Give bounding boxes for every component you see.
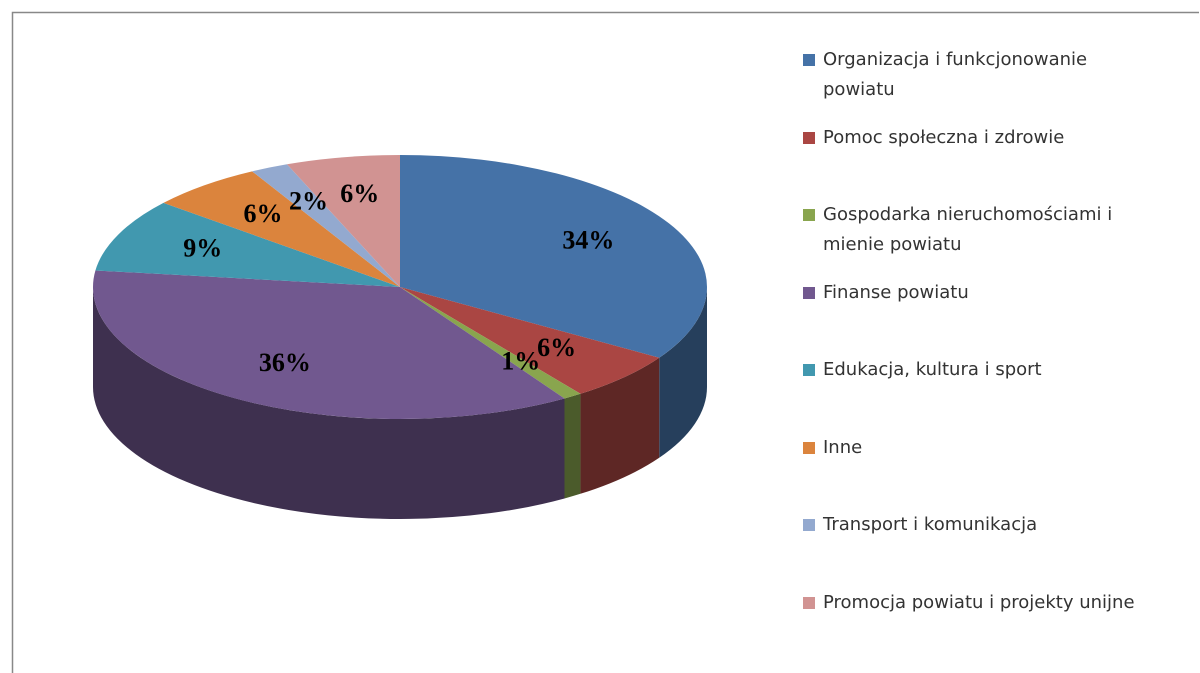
slice <box>163 171 400 287</box>
legend-label: Gospodarka nieruchomościami i mienie pow… <box>823 204 1113 255</box>
legend-label: Finanse powiatu <box>823 281 969 303</box>
slice-side <box>659 287 707 458</box>
slice <box>252 164 400 287</box>
data-label: 6% <box>340 179 379 208</box>
data-label: 2% <box>289 186 328 215</box>
legend-item: Pomoc społeczna i zdrowie <box>803 123 1193 153</box>
legend-swatch <box>803 286 815 299</box>
slice <box>92 270 565 420</box>
legend-item: Transport i komunikacja <box>803 510 1193 540</box>
slice-side <box>564 393 581 499</box>
legend-item: Inne <box>803 433 1193 463</box>
legend-swatch <box>803 131 815 144</box>
data-label: 36% <box>259 348 311 377</box>
slice <box>400 287 581 399</box>
legend-item: Gospodarka nieruchomościami i mienie pow… <box>803 200 1143 260</box>
slice-side <box>580 357 660 494</box>
legend-label: Inne <box>823 436 863 458</box>
data-label: 1% <box>501 346 540 375</box>
slice <box>286 155 400 287</box>
legend-swatch <box>803 519 815 531</box>
slice <box>95 202 401 287</box>
slice-side <box>93 287 565 519</box>
legend-label: Edukacja, kultura i sport <box>823 359 1042 380</box>
legend-label: Pomoc społeczna i zdrowie <box>823 126 1065 148</box>
legend-swatch <box>803 441 815 454</box>
legend-swatch <box>803 209 815 221</box>
data-label: 6% <box>244 199 283 228</box>
legend-item: Edukacja, kultura i sport <box>803 355 1193 385</box>
data-label: 34% <box>562 225 614 254</box>
legend-item: Organizacja i funkcjonowanie powiatu <box>803 45 1143 105</box>
legend-label: Transport i komunikacja <box>823 514 1038 535</box>
chart-frame <box>11 11 1199 673</box>
slice <box>400 155 707 358</box>
legend-label: Promocja powiatu i projekty unijne <box>823 591 1135 613</box>
legend-swatch <box>803 364 815 376</box>
legend-item: Promocja powiatu i projekty unijne <box>803 588 1193 618</box>
legend-swatch <box>803 54 815 66</box>
slice <box>400 287 660 394</box>
legend-label: Organizacja i funkcjonowanie powiatu <box>823 49 1088 100</box>
data-label: 9% <box>183 233 222 262</box>
legend-swatch <box>803 596 815 609</box>
legend-item: Finanse powiatu <box>803 278 1193 308</box>
data-label: 6% <box>537 333 576 362</box>
